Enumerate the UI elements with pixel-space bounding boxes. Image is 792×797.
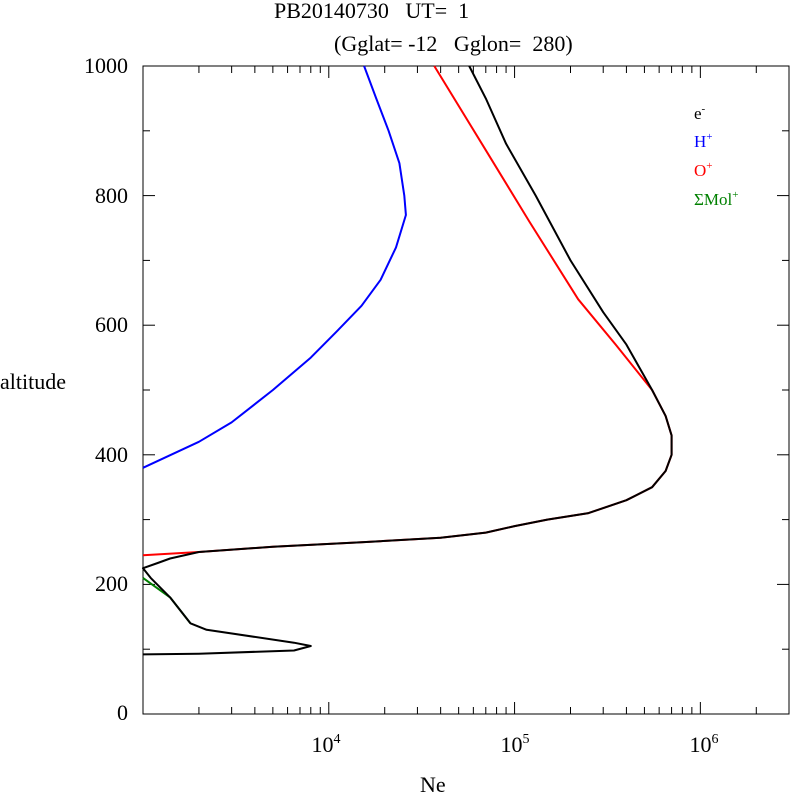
- y-tick-label-0: 0: [117, 700, 128, 725]
- y-axis-label: altitude: [0, 369, 66, 394]
- chart-title-line2: (Gglat= -12 Gglon= 280): [334, 31, 573, 56]
- series-line-H: [142, 65, 407, 469]
- legend-entry-mol-plus: ΣMol+: [694, 189, 739, 209]
- chart-title-line1: PB20140730 UT= 1: [274, 0, 470, 23]
- y-tick-label-200: 200: [95, 571, 128, 596]
- legend-entry-h-plus: H+: [694, 131, 713, 151]
- y-tick-label-1000: 1000: [84, 53, 128, 78]
- x-tick-label-1e6: 106: [689, 732, 719, 757]
- series-line-e: [142, 65, 673, 656]
- series-line-O: [142, 65, 673, 557]
- y-tick-label-600: 600: [95, 312, 128, 337]
- y-tick-label-800: 800: [95, 183, 128, 208]
- legend-entry-o-plus: O+: [694, 160, 713, 180]
- x-tick-label-1e5: 105: [500, 732, 530, 757]
- x-tick-label-1e4: 104: [311, 732, 341, 757]
- x-axis-label: Ne: [420, 772, 446, 797]
- series-lines: [142, 65, 673, 656]
- legend-entry-electron: e-: [694, 103, 706, 123]
- plot-frame: [142, 65, 790, 715]
- y-tick-label-400: 400: [95, 442, 128, 467]
- axis-ticks: [142, 65, 790, 715]
